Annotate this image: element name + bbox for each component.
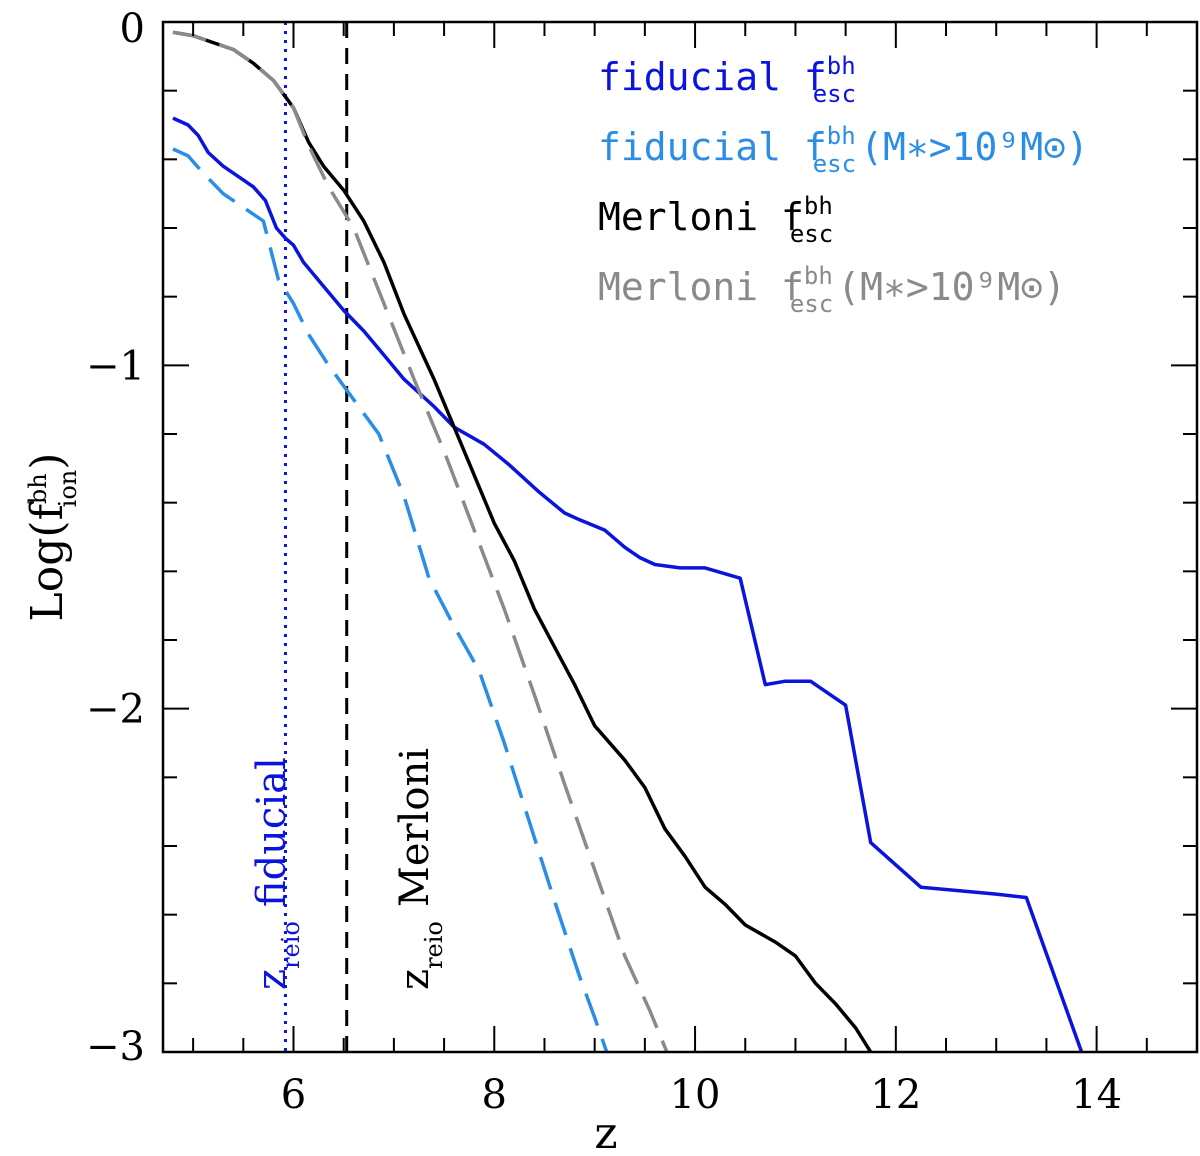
plot-area <box>172 22 1084 1052</box>
zreio-merloni-label: zreio Merloni <box>392 748 448 990</box>
x-axis-label: z <box>594 1108 617 1156</box>
annotation-label: Merloni <box>392 748 438 907</box>
legend-entry-name: Merloni <box>598 265 781 309</box>
y-tick-label: 0 <box>120 6 145 52</box>
x-tick-label: 12 <box>870 1072 921 1118</box>
zreio-fiducial-label: zreio fiducial <box>249 757 305 990</box>
legend-entry-3: Merloni fbh esc <box>598 192 833 248</box>
legend-entry-sub: esc <box>790 220 833 248</box>
x-tick-label: 6 <box>281 1072 306 1118</box>
series-fiducial-massive-line <box>172 147 609 1052</box>
legend-entry-1: fiducial fbh esc <box>598 52 856 108</box>
annotation-z: z <box>249 969 295 990</box>
series-merloni-line <box>172 30 873 1052</box>
legend-entry-f: f <box>781 265 804 309</box>
y-axis-label-close: ) <box>22 453 73 470</box>
annotation-sub: reio <box>277 921 305 969</box>
y-tick-label: −2 <box>86 687 145 733</box>
annotation-z: z <box>392 969 438 990</box>
tick-labels: 6 8 10 12 14 0 −1 −2 −3 <box>86 6 1122 1118</box>
y-axis-label: Log(fbhion) <box>22 453 82 622</box>
x-tick-label: 8 <box>482 1072 507 1118</box>
legend-entry-sup: bh <box>827 122 856 150</box>
legend-entry-4: Merloni fbh esc (M∗>10⁹M⊙) <box>598 262 1066 318</box>
y-axis-label-sup: bh <box>24 473 52 504</box>
series-group <box>172 30 1084 1052</box>
legend-entry-name: Merloni <box>598 195 781 239</box>
y-tick-label: −3 <box>86 1024 145 1070</box>
legend-entry-name: fiducial <box>598 55 804 99</box>
legend-entry-sup: bh <box>804 192 833 220</box>
x-tick-label: 14 <box>1071 1072 1122 1118</box>
annotation-label: fiducial <box>249 757 295 907</box>
annotation-sub: reio <box>420 921 448 969</box>
svg-text:Log(fbhion): Log(fbhion) <box>22 453 82 622</box>
legend-entry-sup: bh <box>804 262 833 290</box>
legend-entry-extra: (M∗>10⁹M⊙) <box>860 125 1089 169</box>
zreio-merloni-label-text: zreio Merloni <box>392 748 448 990</box>
legend-entry-name: fiducial <box>598 125 804 169</box>
plot-frame <box>161 20 1199 1054</box>
y-axis-label-sub: ion <box>54 470 82 508</box>
legend-entry-sub: esc <box>813 150 856 178</box>
y-axis-label-base: Log(f <box>22 501 73 621</box>
legend-entry-sub: esc <box>813 80 856 108</box>
x-tick-label: 10 <box>670 1072 721 1118</box>
legend-entry-f: f <box>804 125 827 169</box>
y-tick-label: −1 <box>86 343 145 389</box>
series-fiducial-line <box>172 116 1084 1052</box>
legend-entry-f: f <box>781 195 804 239</box>
legend-entry-sup: bh <box>827 52 856 80</box>
axis-ticks <box>163 21 1197 1053</box>
series-merloni-massive-line <box>172 30 669 1052</box>
legend-entry-sub: esc <box>790 290 833 318</box>
legend-entry-2: fiducial fbh esc (M∗>10⁹M⊙) <box>598 122 1089 178</box>
legend-entry-extra: (M∗>10⁹M⊙) <box>837 265 1066 309</box>
legend-entry-f: f <box>804 55 827 99</box>
zreio-fiducial-label-text: zreio fiducial <box>249 757 305 990</box>
